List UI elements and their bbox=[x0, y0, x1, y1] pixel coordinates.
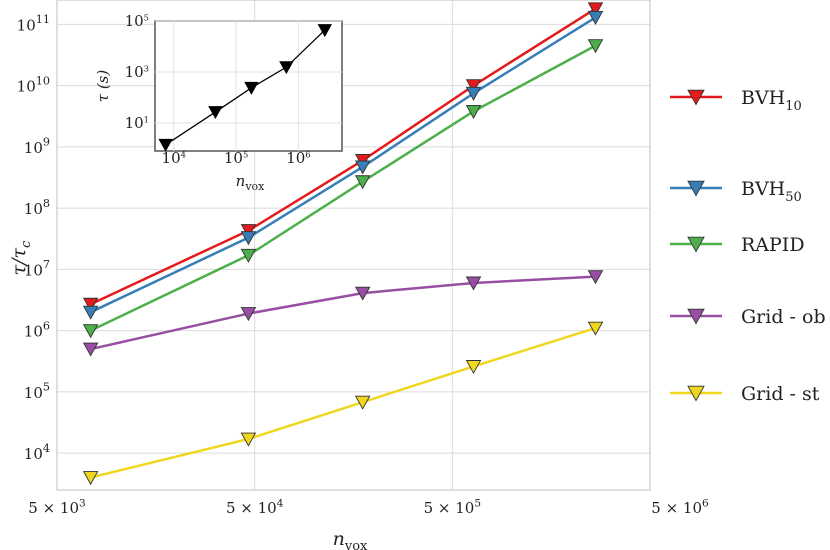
data-point bbox=[82, 324, 99, 339]
inset-y-tick-label: 103 bbox=[125, 63, 149, 81]
data-point bbox=[587, 2, 604, 17]
inset-data-point bbox=[279, 61, 294, 75]
x-tick-label: 5 × 105 bbox=[424, 497, 481, 517]
y-tick-label: 1010 bbox=[17, 74, 50, 95]
data-point bbox=[240, 224, 257, 239]
legend-item: RAPID bbox=[670, 234, 805, 256]
x-tick-label: 5 × 103 bbox=[28, 497, 85, 517]
x-tick-label: 5 × 104 bbox=[226, 497, 284, 517]
data-point bbox=[354, 175, 371, 190]
inset-x-tick-label: 106 bbox=[286, 149, 310, 167]
legend-item: Grid - ob bbox=[670, 306, 826, 328]
data-point bbox=[465, 360, 482, 375]
legend-swatch-marker bbox=[687, 180, 705, 197]
data-point bbox=[587, 270, 604, 285]
legend-item: BVH10 bbox=[670, 87, 802, 114]
main-series bbox=[82, 2, 604, 486]
data-point bbox=[587, 10, 604, 25]
legend-label: Grid - ob bbox=[741, 306, 826, 328]
legend-item: Grid - st bbox=[670, 383, 820, 405]
legend-label: Grid - st bbox=[741, 383, 820, 405]
main-grid bbox=[57, 0, 650, 490]
legend-swatch-marker bbox=[687, 236, 705, 253]
main-y-tick-labels: 104 105 106 107 108 109 1010 1011 bbox=[17, 13, 50, 463]
y-tick-label: 105 bbox=[24, 381, 50, 402]
inset-y-tick-label: 101 bbox=[125, 114, 149, 132]
legend-label: RAPID bbox=[741, 234, 805, 256]
legend-item: BVH50 bbox=[670, 178, 802, 205]
inset-x-tick-label: 104 bbox=[162, 149, 186, 167]
data-point bbox=[587, 39, 604, 54]
data-point bbox=[240, 248, 257, 263]
inset-x-tick-labels: 104 105 106 bbox=[162, 149, 311, 167]
data-point bbox=[465, 276, 482, 291]
main-x-tick-labels: 5 × 103 5 × 104 5 × 105 5 × 106 bbox=[28, 497, 709, 517]
data-point bbox=[82, 342, 99, 357]
inset-data-point bbox=[158, 138, 173, 152]
y-tick-label: 107 bbox=[24, 258, 50, 279]
y-tick-label: 104 bbox=[24, 442, 50, 463]
legend: BVH10 BVH50 RAPID Grid - ob Grid - st bbox=[670, 87, 826, 405]
legend-swatch-marker bbox=[687, 89, 705, 106]
legend-swatch-marker bbox=[687, 308, 705, 325]
data-point bbox=[82, 297, 99, 312]
inset-data-point bbox=[208, 106, 223, 120]
data-point bbox=[240, 307, 257, 322]
inset-y-tick-labels: 101 103 105 bbox=[125, 12, 149, 132]
x-axis-label: nvox bbox=[333, 528, 368, 550]
data-point bbox=[82, 471, 99, 486]
inset-x-axis-label: nvox bbox=[236, 172, 266, 193]
inset-data-point bbox=[244, 81, 259, 95]
data-point bbox=[354, 286, 371, 301]
data-point bbox=[354, 160, 371, 175]
y-tick-label: 1011 bbox=[17, 13, 50, 34]
inset-y-axis-label: τ (s) bbox=[94, 70, 112, 103]
inset-grid bbox=[155, 20, 342, 151]
data-point bbox=[240, 231, 257, 246]
data-point bbox=[354, 395, 371, 410]
data-point bbox=[587, 321, 604, 336]
inset-chart: 104 105 106 101 103 105 nvox τ (s) bbox=[94, 12, 343, 193]
y-tick-label: 106 bbox=[24, 319, 50, 340]
data-point bbox=[82, 305, 99, 320]
main-plot-frame bbox=[56, 0, 651, 491]
data-point bbox=[240, 432, 257, 447]
legend-label: BVH50 bbox=[741, 178, 802, 205]
data-point bbox=[465, 79, 482, 94]
inset-data-point bbox=[317, 24, 332, 38]
inset-y-tick-label: 105 bbox=[125, 12, 149, 30]
inset-x-tick-label: 105 bbox=[224, 149, 248, 167]
legend-swatch-marker bbox=[687, 385, 705, 402]
data-point bbox=[465, 86, 482, 101]
y-tick-label: 109 bbox=[24, 136, 50, 157]
inset-series bbox=[158, 24, 332, 152]
y-tick-label: 108 bbox=[24, 197, 50, 218]
legend-label: BVH10 bbox=[741, 87, 802, 114]
x-tick-label: 5 × 106 bbox=[651, 497, 709, 517]
data-point bbox=[465, 104, 482, 119]
y-axis-label: τ/τc bbox=[8, 240, 34, 275]
